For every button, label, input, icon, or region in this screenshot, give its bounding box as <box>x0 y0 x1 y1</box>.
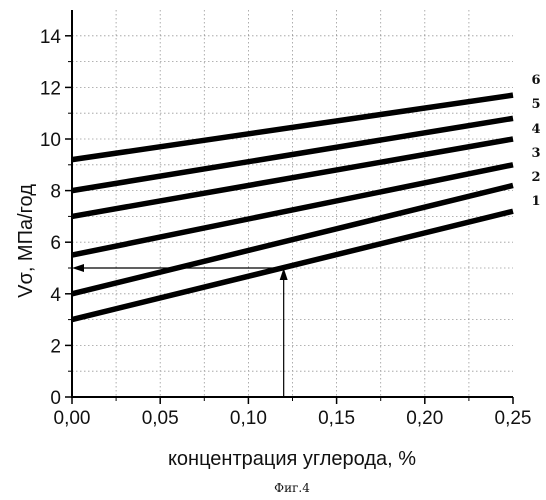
annotation-arrowhead-left <box>72 264 84 272</box>
series-label-2: 2 <box>531 170 540 185</box>
y-tick-label: 12 <box>40 78 61 99</box>
x-tick-label: 0,00 <box>54 408 91 429</box>
series-label-1: 1 <box>531 194 540 209</box>
y-tick-label: 4 <box>50 285 61 306</box>
y-tick-label: 10 <box>40 130 61 151</box>
x-axis-title: концентрация углерода, % <box>168 448 416 470</box>
series-label-3: 3 <box>531 146 540 161</box>
y-tick-label: 2 <box>50 336 61 357</box>
x-tick-label: 0,10 <box>230 408 267 429</box>
axes: 0 2 4 6 8 10 12 14 0,00 0,05 0,10 0,15 0,20 0,25 <box>40 10 532 429</box>
series-label-4: 4 <box>531 122 540 137</box>
series-labels: 1 2 3 4 5 6 <box>531 73 540 209</box>
y-tick-label: 8 <box>50 182 61 203</box>
x-tick-label: 0,15 <box>318 408 355 429</box>
series-label-5: 5 <box>531 97 540 112</box>
x-tick-label: 0,05 <box>142 408 179 429</box>
figure-caption: Фиг.4 <box>274 481 310 495</box>
x-tick-label: 0,25 <box>495 408 532 429</box>
x-tick-label: 0,20 <box>406 408 443 429</box>
series-label-6: 6 <box>531 73 540 88</box>
y-axis-title: Vσ, МПа/год <box>15 184 37 298</box>
y-tick-label: 0 <box>50 388 61 409</box>
y-tick-label: 6 <box>50 233 61 254</box>
series-lines <box>72 95 513 319</box>
y-tick-label: 14 <box>40 27 62 48</box>
